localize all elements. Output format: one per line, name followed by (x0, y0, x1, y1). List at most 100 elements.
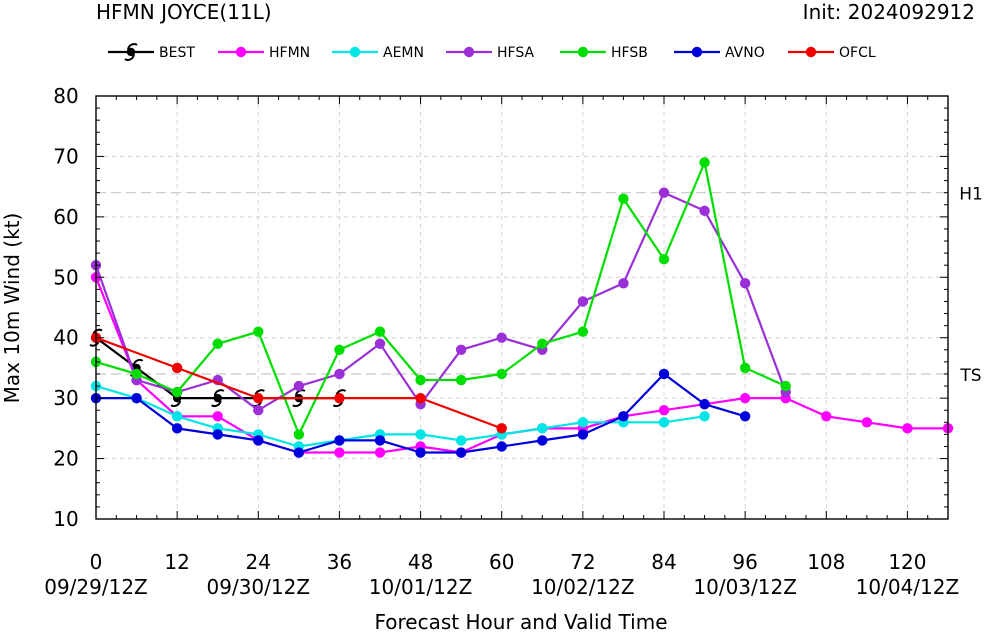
data-point (212, 338, 223, 349)
data-point (537, 435, 548, 446)
legend-marker (235, 46, 247, 58)
data-point (293, 429, 305, 440)
data-point (618, 278, 629, 289)
data-point (699, 157, 710, 168)
hurricane-symbol-icon (124, 43, 138, 61)
data-point (171, 423, 183, 434)
legend-label: HFMN (269, 45, 310, 61)
x-date-label: 10/02/12Z (531, 575, 635, 599)
y-tick-label: 70 (53, 144, 78, 168)
y-tick-label: 50 (53, 265, 78, 289)
y-tick-label: 30 (53, 386, 78, 410)
chart-grid (95, 95, 948, 520)
data-point (415, 392, 426, 404)
data-point (171, 411, 183, 422)
data-point (739, 362, 751, 374)
data-point (131, 392, 142, 404)
data-point (171, 386, 183, 398)
data-point (334, 447, 345, 458)
x-date-label: 10/04/12Z (856, 575, 960, 599)
data-point (577, 417, 589, 428)
data-point (739, 278, 751, 289)
data-point (496, 441, 507, 452)
x-tick-label: 120 (888, 550, 926, 574)
x-tick-label: 24 (246, 550, 271, 574)
series-hfsb (90, 157, 791, 440)
y-tick-label: 80 (53, 84, 78, 108)
data-point (253, 435, 264, 446)
data-point (415, 447, 426, 458)
legend-marker (349, 46, 361, 58)
data-point (577, 429, 589, 440)
data-point (253, 326, 264, 337)
x-tick-label: 12 (164, 550, 189, 574)
legend-marker (805, 46, 817, 58)
legend-label: BEST (159, 45, 195, 61)
data-point (334, 368, 345, 380)
x-tick-label: 84 (651, 550, 676, 574)
data-point (293, 447, 305, 458)
data-point (577, 326, 589, 337)
data-point (455, 447, 467, 458)
data-point (699, 205, 710, 217)
data-point (374, 338, 386, 349)
y-tick-label: 20 (53, 447, 78, 471)
data-point (821, 411, 832, 422)
legend-label: HFSA (497, 45, 534, 61)
data-point (211, 389, 225, 408)
data-point (334, 392, 345, 404)
data-point (415, 429, 426, 440)
legend-label: HFSB (611, 45, 648, 61)
data-point (253, 405, 264, 416)
legend-item-ofcl: OFCL (788, 45, 876, 61)
reference-label: TS (959, 366, 981, 386)
legend-item-best: BEST (108, 43, 195, 61)
legend-item-aemn: AEMN (332, 45, 424, 61)
series-line (95, 161, 787, 436)
reference-label: H1 (959, 185, 983, 205)
y-axis-label: Max 10m Wind (kt) (0, 213, 24, 404)
x-date-label: 09/30/12Z (207, 575, 311, 599)
series-line (95, 336, 503, 430)
series-hfsa (90, 187, 791, 416)
legend-label: AVNO (725, 45, 765, 61)
y-tick-label: 60 (53, 205, 78, 229)
data-point (496, 332, 507, 343)
data-point (496, 423, 507, 434)
legend-label: AEMN (383, 45, 424, 61)
data-point (374, 326, 386, 337)
chart-legend: BEST HFMN AEMN HFSA HFSB AVNO OFCL (108, 43, 876, 61)
data-point (780, 380, 791, 392)
legend-marker (463, 46, 475, 58)
data-point (253, 392, 264, 404)
data-point (618, 193, 629, 204)
data-point (212, 411, 223, 422)
data-point (902, 423, 913, 434)
data-point (455, 344, 467, 355)
x-tick-label: 36 (327, 550, 352, 574)
series-line (95, 385, 705, 448)
x-date-label: 10/01/12Z (369, 575, 473, 599)
chart-title: HFMN JOYCE(11L) (96, 0, 272, 24)
legend-marker (577, 46, 589, 58)
legend-label: OFCL (839, 45, 876, 61)
data-point (658, 405, 670, 416)
data-point (861, 417, 873, 428)
legend-item-hfsa: HFSA (446, 45, 534, 61)
x-tick-label: 96 (732, 550, 757, 574)
data-point (131, 368, 142, 380)
data-point (334, 435, 345, 446)
data-point (455, 374, 467, 386)
legend-item-avno: AVNO (674, 45, 765, 61)
x-tick-label: 108 (807, 550, 845, 574)
data-point (537, 423, 548, 434)
series-line (94, 276, 948, 454)
chart-series (89, 157, 954, 458)
data-point (374, 447, 386, 458)
x-date-label: 10/03/12Z (693, 575, 797, 599)
data-point (658, 187, 670, 198)
series-avno (90, 368, 751, 458)
data-point (658, 417, 670, 428)
data-point (212, 429, 223, 440)
data-point (171, 362, 183, 374)
